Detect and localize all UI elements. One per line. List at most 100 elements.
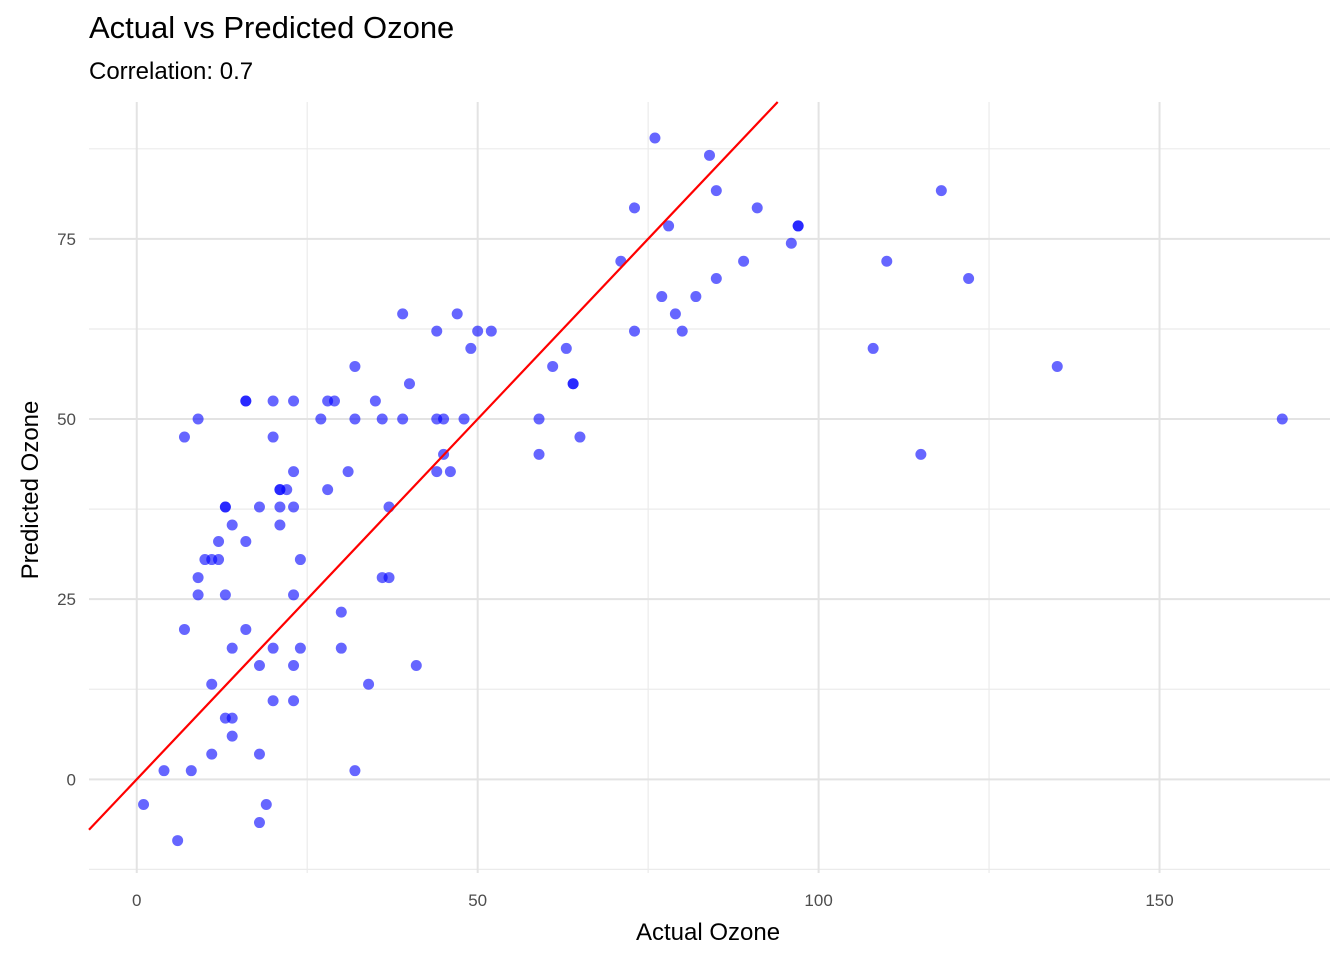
data-point: [533, 448, 545, 460]
data-point: [206, 678, 218, 690]
data-point: [226, 730, 238, 742]
data-point: [288, 589, 300, 601]
data-point: [294, 554, 306, 566]
data-point: [288, 466, 300, 478]
data-point: [669, 308, 681, 320]
data-point: [397, 308, 409, 320]
data-point: [485, 325, 497, 337]
data-point: [751, 202, 763, 214]
data-point: [1276, 413, 1288, 425]
data-point: [349, 765, 361, 777]
chart-title: Actual vs Predicted Ozone: [89, 10, 455, 45]
data-point: [192, 413, 204, 425]
data-point: [451, 308, 463, 320]
data-point: [438, 413, 450, 425]
data-point: [185, 765, 197, 777]
reference-line-group: [88, 101, 779, 831]
data-point: [397, 413, 409, 425]
data-point: [710, 273, 722, 285]
data-point: [274, 519, 286, 531]
data-point: [274, 501, 286, 513]
data-point: [574, 431, 586, 443]
data-point: [267, 695, 279, 707]
data-point: [1051, 360, 1063, 372]
data-point: [792, 220, 804, 232]
data-point: [349, 413, 361, 425]
data-point: [547, 360, 559, 372]
data-point: [363, 678, 375, 690]
x-tick-label: 150: [1145, 891, 1173, 910]
data-point: [219, 589, 231, 601]
y-tick-label: 0: [67, 770, 76, 789]
data-point: [192, 572, 204, 584]
data-point: [192, 589, 204, 601]
data-point: [383, 572, 395, 584]
reference-line: [88, 101, 779, 831]
x-axis-label: Actual Ozone: [636, 919, 780, 946]
data-point: [376, 413, 388, 425]
data-point: [628, 202, 640, 214]
data-point: [710, 185, 722, 197]
data-point: [403, 378, 415, 390]
data-point: [322, 484, 334, 496]
data-point: [253, 659, 265, 671]
data-point: [158, 765, 170, 777]
data-point: [240, 623, 252, 635]
data-point: [567, 378, 579, 390]
data-point: [444, 466, 456, 478]
data-point: [288, 395, 300, 407]
data-point: [533, 413, 545, 425]
data-point: [206, 748, 218, 760]
data-point: [915, 448, 927, 460]
data-point: [738, 255, 750, 267]
data-point: [253, 748, 265, 760]
data-point: [458, 413, 470, 425]
data-point: [704, 149, 715, 161]
data-point: [881, 255, 893, 267]
chart-subtitle: Correlation: 0.7: [89, 58, 254, 85]
data-point: [178, 431, 190, 443]
data-point: [676, 325, 688, 337]
data-point: [328, 395, 340, 407]
data-point: [431, 466, 443, 478]
data-point: [315, 413, 327, 425]
y-tick-label: 50: [57, 410, 76, 429]
data-point: [267, 642, 279, 654]
data-point: [472, 325, 484, 337]
y-tick-label: 75: [57, 230, 76, 249]
data-points: [138, 132, 1288, 847]
data-point: [267, 395, 279, 407]
data-point: [935, 185, 947, 197]
y-tick-label: 25: [57, 590, 76, 609]
data-point: [213, 554, 225, 566]
data-point: [410, 659, 422, 671]
data-point: [465, 342, 477, 354]
data-point: [335, 642, 347, 654]
data-point: [288, 659, 300, 671]
data-point: [785, 237, 797, 249]
data-point: [663, 220, 675, 232]
data-point: [240, 395, 252, 407]
data-point: [281, 484, 293, 496]
data-point: [560, 342, 572, 354]
data-point: [219, 501, 231, 513]
data-point: [260, 799, 272, 811]
x-tick-label: 100: [804, 891, 832, 910]
data-point: [369, 395, 381, 407]
data-point: [656, 291, 668, 303]
data-point: [628, 325, 640, 337]
y-axis-label: Predicted Ozone: [17, 401, 44, 580]
data-point: [690, 291, 702, 303]
data-point: [867, 342, 879, 354]
data-point: [963, 273, 975, 285]
data-point: [288, 501, 300, 513]
data-point: [253, 501, 265, 513]
data-point: [267, 431, 279, 443]
data-point: [253, 817, 265, 829]
x-tick-label: 50: [468, 891, 487, 910]
data-point: [240, 536, 252, 548]
data-point: [288, 695, 300, 707]
data-point: [342, 466, 354, 478]
data-point: [226, 712, 238, 724]
